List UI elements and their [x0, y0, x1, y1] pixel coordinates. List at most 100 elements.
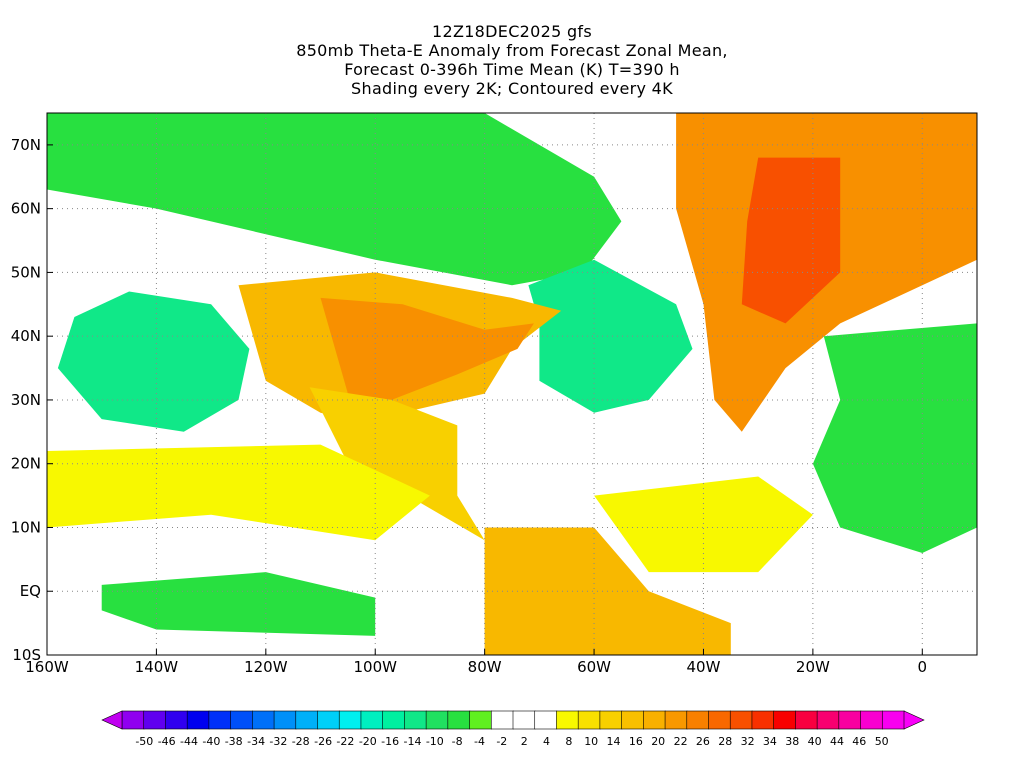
northeast-pacific-anomaly: [57, 291, 250, 432]
colorbar-swatch: [664, 710, 688, 730]
colorbar-swatch: [186, 710, 210, 730]
colorbar-label: -16: [381, 735, 399, 748]
colorbar-swatch: [773, 710, 797, 730]
colorbar-swatch: [534, 710, 558, 730]
colorbar-swatch: [577, 710, 601, 730]
colorbar-label: 34: [763, 735, 777, 748]
colorbar-label: 44: [830, 735, 844, 748]
colorbar-label: -26: [314, 735, 332, 748]
x-tick-label: 40W: [687, 658, 721, 676]
colorbar-label: 22: [674, 735, 688, 748]
colorbar-swatch: [490, 710, 514, 730]
colorbar-swatch: [708, 710, 731, 730]
colorbar-swatch: [447, 710, 471, 730]
y-tick-label: 20N: [11, 455, 41, 473]
colorbar-swatch: [816, 710, 840, 730]
grid-layer: [47, 113, 977, 655]
colorbar-label: -22: [336, 735, 354, 748]
y-tick-label: 30N: [11, 391, 41, 409]
colorbar-swatch: [165, 710, 188, 730]
colorbar-label: -46: [158, 735, 176, 748]
equatorial-pacific-anomaly: [101, 572, 376, 636]
colorbar-swatch: [469, 710, 492, 730]
colorbar-label: 38: [785, 735, 799, 748]
colorbar-label: -38: [225, 735, 243, 748]
colorbar-swatch: [338, 710, 362, 730]
colorbar-swatch: [360, 710, 384, 730]
colorbar: -50 -46 -44 -40 -38 -34 -32 -28 -26 -22 -20 -16 -14-…: [101, 710, 925, 748]
colorbar-swatch: [556, 710, 579, 730]
title-line-1: 12Z18DEC2025 gfs: [431, 22, 592, 41]
colorbar-swatch: [621, 710, 645, 730]
y-tick-label: 60N: [11, 200, 41, 218]
colorbar-label: 50: [875, 735, 889, 748]
colorbar-swatch: [881, 710, 905, 730]
colorbar-swatch: [860, 710, 883, 730]
colorbar-label: -44: [180, 735, 198, 748]
plot-area: [47, 113, 977, 655]
colorbar-label: 8: [565, 735, 572, 748]
colorbar-label: 14: [607, 735, 621, 748]
colorbar-swatch: [838, 710, 862, 730]
colorbar-swatch: [143, 710, 167, 730]
y-tick-label: 70N: [11, 136, 41, 154]
x-tick-label: 80W: [468, 658, 502, 676]
colorbar-low-arrow: [101, 710, 123, 730]
colorbar-swatch: [230, 710, 254, 730]
colorbar-label: -2: [496, 735, 507, 748]
colorbar-label: 10: [584, 735, 598, 748]
y-tick-label: 50N: [11, 263, 41, 281]
colorbar-label: -14: [404, 735, 422, 748]
colorbar-swatch: [686, 710, 710, 730]
west-atlantic-anomaly: [528, 259, 693, 413]
arctic-canada-anomaly: [47, 113, 622, 286]
anomaly-shading-layer: [47, 113, 977, 655]
colorbar-label: -4: [474, 735, 485, 748]
colorbar-label: 28: [718, 735, 732, 748]
y-tick-label: 10N: [11, 518, 41, 536]
colorbar-label: 16: [629, 735, 643, 748]
title-line-2: 850mb Theta-E Anomaly from Forecast Zona…: [296, 41, 728, 60]
colorbar-swatch: [729, 710, 753, 730]
colorbar-swatch: [252, 710, 275, 730]
colorbar-label: -8: [452, 735, 463, 748]
colorbar-label: -20: [359, 735, 377, 748]
colorbar-swatch: [382, 710, 406, 730]
colorbar-label: -32: [269, 735, 287, 748]
colorbar-label: 20: [651, 735, 665, 748]
colorbar-high-arrow: [903, 710, 925, 730]
y-tick-label: 40N: [11, 327, 41, 345]
plot-frame: [46, 112, 978, 656]
x-tick-label: 60W: [577, 658, 611, 676]
colorbar-label: 32: [741, 735, 755, 748]
tropical-pacific-anomaly: [47, 444, 430, 541]
colorbar-label: -50: [135, 735, 153, 748]
x-tick-label: 20W: [796, 658, 830, 676]
colorbar-label: -34: [247, 735, 265, 748]
colorbar-label: 40: [808, 735, 822, 748]
y-axis-ticks: 70N 60N 50N 40N 30N 20N 10N EQ 10S: [11, 136, 53, 664]
colorbar-swatch: [425, 710, 449, 730]
colorbar-label: 26: [696, 735, 710, 748]
colorbar-swatch: [512, 710, 536, 730]
colorbar-label: 4: [543, 735, 550, 748]
central-us-anomaly: [320, 297, 534, 400]
x-tick-label: 160W: [25, 658, 69, 676]
y-tick-label: EQ: [20, 582, 41, 600]
colorbar-swatch: [295, 710, 319, 730]
tropical-atlantic-anomaly: [594, 476, 813, 573]
colorbar-label: -10: [426, 735, 444, 748]
x-tick-label: 140W: [135, 658, 179, 676]
y-tick-label: 10S: [12, 646, 41, 664]
colorbar-swatch: [599, 710, 623, 730]
colorbar-swatch: [121, 710, 145, 730]
x-tick-label: 120W: [244, 658, 288, 676]
iceland-low-anomaly: [741, 157, 841, 324]
colorbar-swatch: [404, 710, 427, 730]
title-line-4: Shading every 2K; Contoured every 4K: [351, 79, 673, 98]
africa-sahara-anomaly: [812, 323, 977, 553]
x-tick-label: 0: [918, 658, 928, 676]
colorbar-label: -28: [292, 735, 310, 748]
title-block: 12Z18DEC2025 gfs 850mb Theta-E Anomaly f…: [0, 22, 1024, 98]
